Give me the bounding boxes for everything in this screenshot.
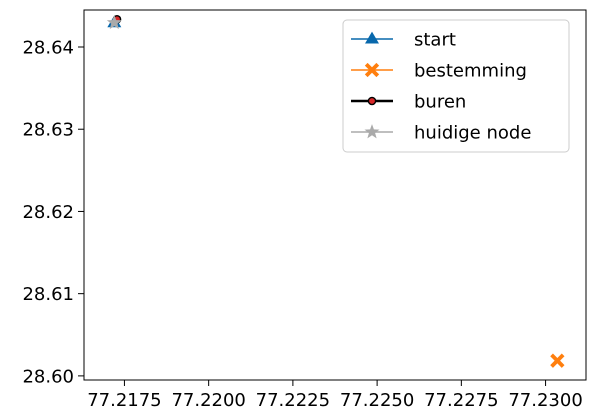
legend-marker — [364, 62, 380, 78]
x-tick-label: 77.2275 — [424, 390, 498, 411]
y-axis-ticks: 28.60 28.61 28.62 28.63 28.64 — [22, 38, 84, 387]
x-axis-ticks: 77.2175 77.2200 77.2225 77.2250 77.2275 77.23… — [87, 380, 583, 411]
x-tick-label: 77.2200 — [171, 390, 245, 411]
x-tick-label: 77.2250 — [340, 390, 414, 411]
legend-label: buren — [414, 92, 466, 113]
data-point-huidige-node — [106, 14, 122, 30]
legend-label: huidige node — [414, 123, 531, 144]
x-tick-label: 77.2175 — [87, 390, 161, 411]
legend: start bestemming buren huidige node — [342, 19, 570, 153]
data-point-bestemming — [550, 353, 565, 368]
legend-entry: buren — [351, 92, 466, 113]
legend-entry: bestemming — [351, 61, 527, 82]
plot-frame — [83, 9, 587, 381]
y-tick-label: 28.60 — [22, 366, 74, 387]
legend-label: start — [414, 30, 456, 51]
data-marks — [106, 14, 565, 368]
x-tick-label: 77.2300 — [508, 390, 582, 411]
legend-marker — [365, 31, 379, 44]
legend-box — [342, 19, 570, 153]
legend-marker — [364, 124, 380, 139]
y-tick-label: 28.61 — [22, 284, 74, 305]
x-tick-label: 77.2225 — [256, 390, 330, 411]
y-tick-label: 28.64 — [22, 38, 74, 59]
y-tick-label: 28.62 — [22, 202, 74, 223]
legend-entry: huidige node — [351, 123, 531, 144]
legend-label: bestemming — [414, 61, 527, 82]
legend-marker — [367, 96, 377, 106]
y-tick-label: 28.63 — [22, 120, 74, 141]
legend-entry: start — [351, 30, 456, 51]
